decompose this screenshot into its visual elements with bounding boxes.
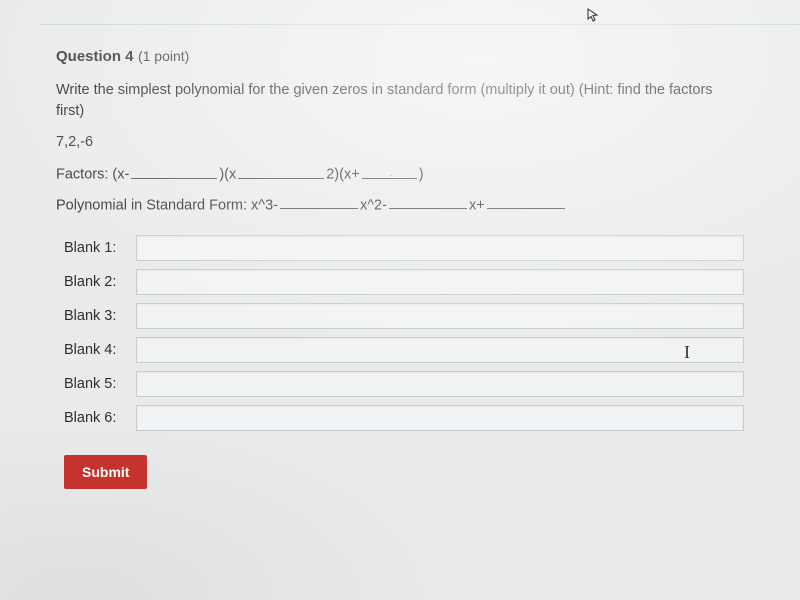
blank-inputs-group: Blank 1: Blank 2: Blank 3: Blank 4: Blan…: [64, 235, 744, 431]
question-zeros: 7,2,-6: [56, 134, 744, 150]
blank-1-input[interactable]: [136, 235, 744, 261]
blank-label: Blank 2:: [64, 274, 136, 290]
factors-prefix: Factors: (x-: [56, 167, 129, 183]
standard-form-line: Polynomial in Standard Form: x^3- x^2- x+: [56, 195, 744, 214]
stdform-blank-2: [389, 195, 467, 210]
question-page: Question 4 (1 point) Write the simplest …: [0, 0, 800, 509]
factors-mid1: )(x: [219, 167, 236, 183]
blank-row: Blank 6:: [64, 405, 744, 431]
blank-6-input[interactable]: [136, 405, 744, 431]
factors-line: Factors: (x- )(x 2)(x+): [56, 164, 744, 183]
blank-row: Blank 1:: [64, 235, 744, 261]
blank-label: Blank 5:: [64, 376, 136, 392]
blank-label: Blank 4:: [64, 342, 136, 358]
factors-end: ): [419, 167, 424, 183]
question-points: (1 point): [138, 48, 189, 64]
blank-row: Blank 2:: [64, 269, 744, 295]
stdform-mid1: x^2-: [360, 197, 387, 213]
blank-label: Blank 3:: [64, 308, 136, 324]
factors-blank-1: [131, 164, 217, 179]
submit-button[interactable]: Submit: [64, 455, 147, 489]
stdform-blank-3: [487, 195, 565, 210]
question-number: Question 4: [56, 48, 134, 65]
stdform-mid2: x+: [469, 197, 485, 213]
blank-5-input[interactable]: [136, 371, 744, 397]
stdform-blank-1: [280, 195, 358, 210]
factors-blank-3: [362, 164, 417, 179]
blank-row: Blank 4:: [64, 337, 744, 363]
pointer-cursor-icon: [586, 8, 600, 22]
blank-4-input[interactable]: [136, 337, 744, 363]
question-prompt: Write the simplest polynomial for the gi…: [56, 80, 744, 122]
blank-row: Blank 3:: [64, 303, 744, 329]
blank-label: Blank 1:: [64, 240, 136, 256]
blank-2-input[interactable]: [136, 269, 744, 295]
factors-mid2: 2)(x+: [326, 167, 359, 183]
question-header: Question 4 (1 point): [56, 48, 744, 66]
blank-row: Blank 5:: [64, 371, 744, 397]
blank-label: Blank 6:: [64, 410, 136, 426]
blank-3-input[interactable]: [136, 303, 744, 329]
factors-blank-2: [238, 164, 324, 179]
stdform-prefix: Polynomial in Standard Form: x^3-: [56, 197, 278, 213]
